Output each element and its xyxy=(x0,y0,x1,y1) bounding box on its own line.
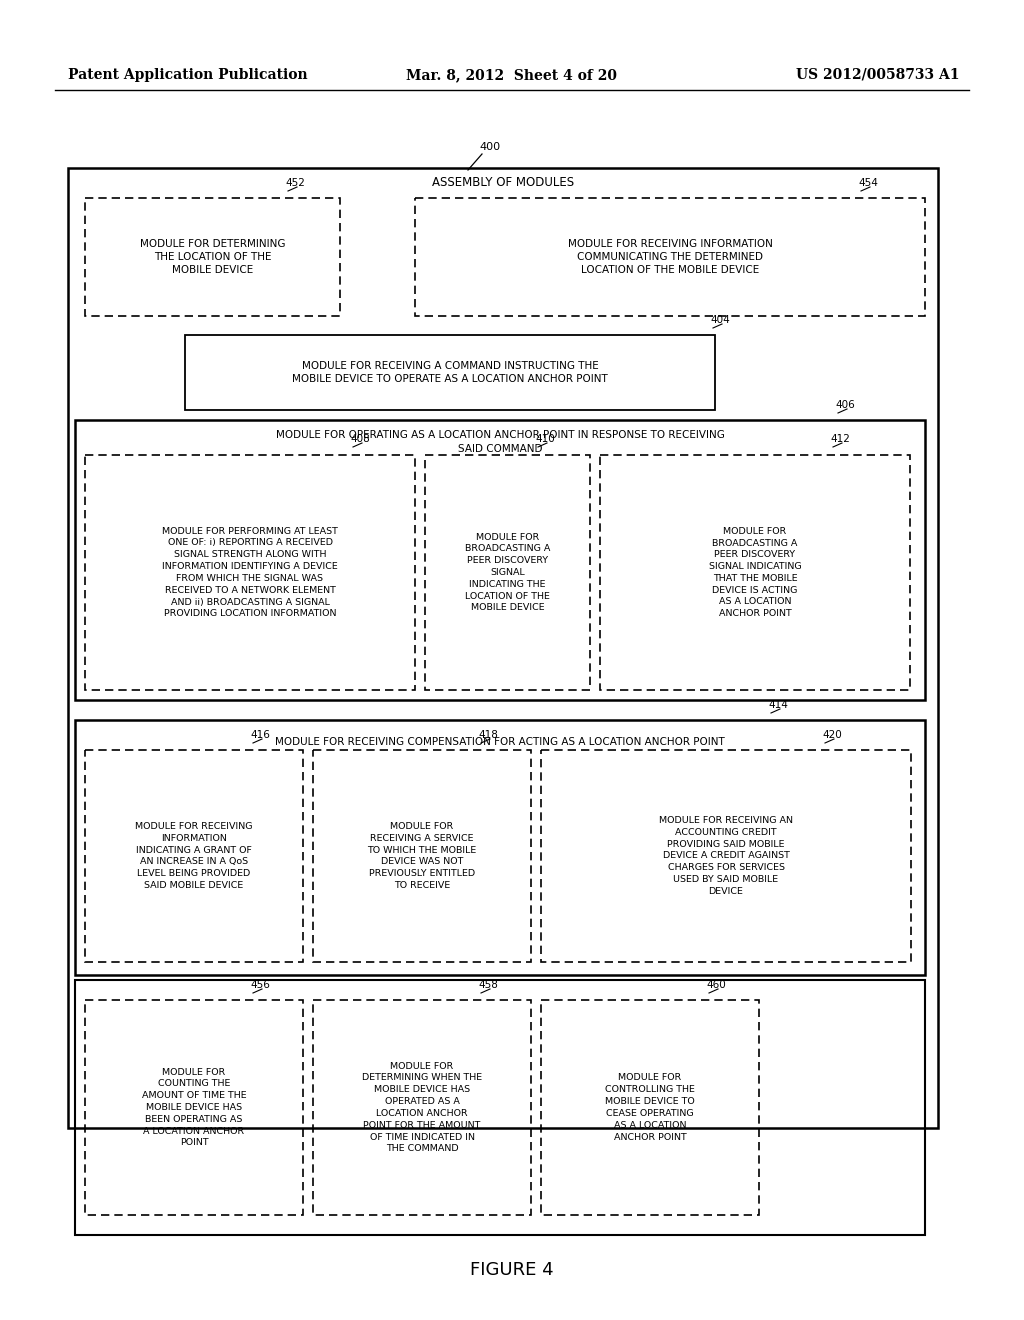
Text: 420: 420 xyxy=(822,730,842,741)
Text: MODULE FOR
COUNTING THE
AMOUNT OF TIME THE
MOBILE DEVICE HAS
BEEN OPERATING AS
A: MODULE FOR COUNTING THE AMOUNT OF TIME T… xyxy=(141,1068,247,1147)
Text: 460: 460 xyxy=(707,979,726,990)
Text: 408: 408 xyxy=(350,434,370,444)
Bar xyxy=(313,1001,531,1214)
Bar xyxy=(85,1001,303,1214)
Bar xyxy=(75,719,925,975)
Text: 452: 452 xyxy=(285,178,305,187)
Text: 406: 406 xyxy=(836,400,855,411)
Text: US 2012/0058733 A1: US 2012/0058733 A1 xyxy=(797,69,961,82)
Text: MODULE FOR DETERMINING
THE LOCATION OF THE
MOBILE DEVICE: MODULE FOR DETERMINING THE LOCATION OF T… xyxy=(139,239,286,275)
Text: 404: 404 xyxy=(710,315,730,325)
Text: MODULE FOR
DETERMINING WHEN THE
MOBILE DEVICE HAS
OPERATED AS A
LOCATION ANCHOR
: MODULE FOR DETERMINING WHEN THE MOBILE D… xyxy=(361,1061,482,1154)
Text: MODULE FOR RECEIVING
INFORMATION
INDICATING A GRANT OF
AN INCREASE IN A QoS
LEVE: MODULE FOR RECEIVING INFORMATION INDICAT… xyxy=(135,822,253,890)
Text: Mar. 8, 2012  Sheet 4 of 20: Mar. 8, 2012 Sheet 4 of 20 xyxy=(407,69,617,82)
Bar xyxy=(75,979,925,1236)
Text: ASSEMBLY OF MODULES: ASSEMBLY OF MODULES xyxy=(432,177,574,190)
Bar xyxy=(600,455,910,690)
Text: 454: 454 xyxy=(858,178,878,187)
Bar xyxy=(425,455,590,690)
Text: 418: 418 xyxy=(478,730,498,741)
Bar xyxy=(415,198,925,315)
Bar xyxy=(85,198,340,315)
Text: MODULE FOR OPERATING AS A LOCATION ANCHOR POINT IN RESPONSE TO RECEIVING
SAID CO: MODULE FOR OPERATING AS A LOCATION ANCHO… xyxy=(275,430,724,454)
Text: MODULE FOR
CONTROLLING THE
MOBILE DEVICE TO
CEASE OPERATING
AS A LOCATION
ANCHOR: MODULE FOR CONTROLLING THE MOBILE DEVICE… xyxy=(605,1073,695,1142)
Bar xyxy=(541,1001,759,1214)
Text: MODULE FOR
BROADCASTING A
PEER DISCOVERY
SIGNAL INDICATING
THAT THE MOBILE
DEVIC: MODULE FOR BROADCASTING A PEER DISCOVERY… xyxy=(709,527,802,618)
Bar xyxy=(85,455,415,690)
Text: MODULE FOR
RECEIVING A SERVICE
TO WHICH THE MOBILE
DEVICE WAS NOT
PREVIOUSLY ENT: MODULE FOR RECEIVING A SERVICE TO WHICH … xyxy=(368,822,476,890)
Bar xyxy=(185,335,715,411)
Text: MODULE FOR RECEIVING A COMMAND INSTRUCTING THE
MOBILE DEVICE TO OPERATE AS A LOC: MODULE FOR RECEIVING A COMMAND INSTRUCTI… xyxy=(292,360,608,384)
Bar xyxy=(75,420,925,700)
Bar xyxy=(541,750,911,962)
Bar xyxy=(68,168,938,1129)
Text: MODULE FOR RECEIVING COMPENSATION FOR ACTING AS A LOCATION ANCHOR POINT: MODULE FOR RECEIVING COMPENSATION FOR AC… xyxy=(275,737,725,747)
Text: 412: 412 xyxy=(830,434,850,444)
Text: 458: 458 xyxy=(478,979,498,990)
Text: 416: 416 xyxy=(250,730,270,741)
Text: FIGURE 4: FIGURE 4 xyxy=(470,1261,554,1279)
Text: 456: 456 xyxy=(250,979,270,990)
Text: 410: 410 xyxy=(536,434,555,444)
Text: MODULE FOR RECEIVING INFORMATION
COMMUNICATING THE DETERMINED
LOCATION OF THE MO: MODULE FOR RECEIVING INFORMATION COMMUNI… xyxy=(567,239,772,275)
Text: MODULE FOR
BROADCASTING A
PEER DISCOVERY
SIGNAL
INDICATING THE
LOCATION OF THE
M: MODULE FOR BROADCASTING A PEER DISCOVERY… xyxy=(465,532,550,612)
Bar xyxy=(313,750,531,962)
Bar xyxy=(85,750,303,962)
Text: MODULE FOR PERFORMING AT LEAST
ONE OF: i) REPORTING A RECEIVED
SIGNAL STRENGTH A: MODULE FOR PERFORMING AT LEAST ONE OF: i… xyxy=(162,527,338,618)
Text: 414: 414 xyxy=(768,700,787,710)
Text: MODULE FOR RECEIVING AN
ACCOUNTING CREDIT
PROVIDING SAID MOBILE
DEVICE A CREDIT : MODULE FOR RECEIVING AN ACCOUNTING CREDI… xyxy=(659,816,793,896)
Text: Patent Application Publication: Patent Application Publication xyxy=(68,69,307,82)
Text: 400: 400 xyxy=(479,143,501,152)
